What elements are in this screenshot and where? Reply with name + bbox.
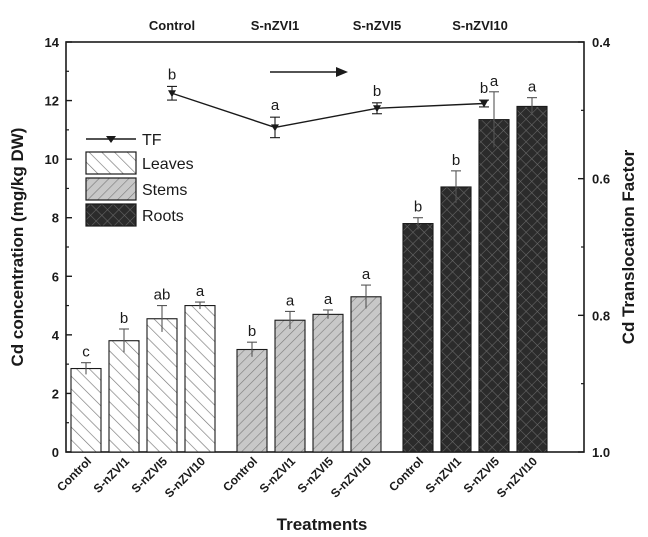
legend-tf: TF [142,132,162,149]
tf-significance-letter: b [168,66,176,83]
y-tick-label: 12 [45,94,59,109]
significance-letter: a [528,79,537,96]
significance-letter: c [82,344,90,361]
category-label: S-nZVI10 [328,454,374,500]
y-tick-label: 14 [45,35,60,50]
significance-letter: b [414,199,422,216]
bar-roots [478,119,510,453]
y2-tick-label: 0.4 [592,35,611,50]
significance-letter: a [362,266,371,283]
x-axis-title: Treatments [277,515,368,534]
bar-roots [440,186,472,453]
bar-stems [350,296,382,453]
category-label: Control [54,454,94,494]
category-label: Control [220,454,260,494]
category-label: S-nZVI1 [257,454,299,496]
significance-letter: a [324,291,333,308]
y2-tick-label: 0.6 [592,172,610,187]
tf-line [171,92,485,129]
bar-roots [516,105,548,453]
y-tick-label: 8 [52,211,59,226]
y2-axis: 0.4 0.6 0.8 1.0 [578,35,611,460]
tf-point [480,100,488,108]
bar-stems [312,313,344,453]
y-tick-label: 6 [52,269,59,284]
y2-tick-label: 1.0 [592,445,610,460]
legend-roots: Roots [142,208,184,225]
significance-letter: a [196,283,205,300]
significance-letter: b [248,323,256,340]
significance-letter: ab [154,287,171,304]
bar-stems [274,319,306,453]
legend-stems: Stems [142,182,187,199]
legend-tf-marker [106,136,116,143]
tf-series: b a b b [167,66,489,139]
y-axis: 0 2 4 6 8 10 12 14 [45,35,72,460]
tf-top-labels: Control S-nZVI1 S-nZVI5 S-nZVI10 [149,18,508,33]
legend-stems-swatch [85,177,137,201]
y-tick-label: 10 [45,152,59,167]
bar-leaves [184,305,216,453]
tf-top-label: Control [149,18,195,33]
significance-letter: b [120,310,128,327]
tf-point [271,124,279,132]
tf-point [168,90,176,98]
legend-leaves-swatch [85,151,137,175]
tf-significance-letter: b [373,83,381,100]
bar-leaves [70,367,102,453]
bar-stems [236,348,268,453]
y-tick-label: 0 [52,445,59,460]
bar-roots [402,223,434,453]
legend-roots-swatch [85,203,137,227]
y-tick-label: 4 [52,328,60,343]
legend: TF Leaves Stems Roots [85,132,194,227]
significance-letter: b [452,152,460,169]
y2-tick-label: 0.8 [592,308,610,323]
tf-top-label: S-nZVI5 [353,18,401,33]
category-label: S-nZVI10 [494,454,540,500]
category-label: S-nZVI10 [162,454,208,500]
significance-letter: a [490,73,499,90]
category-label: S-nZVI1 [91,454,133,496]
tf-top-label: S-nZVI10 [452,18,508,33]
tf-significance-letter: b [480,80,488,97]
y-axis-title: Cd concentration (mg/kg DW) [8,128,27,367]
tf-point [373,105,381,113]
significance-letter: a [286,292,295,309]
bar-leaves [146,318,178,453]
y-tick-label: 2 [52,386,59,401]
legend-leaves: Leaves [142,156,194,173]
bar-leaves [108,340,140,453]
tf-top-label: S-nZVI1 [251,18,299,33]
arrow-annotation [270,67,348,77]
y2-axis-title: Cd Translocation Factor [619,149,638,344]
category-label: S-nZVI1 [423,454,465,496]
category-label: Control [386,454,426,494]
tf-significance-letter: a [271,97,280,114]
